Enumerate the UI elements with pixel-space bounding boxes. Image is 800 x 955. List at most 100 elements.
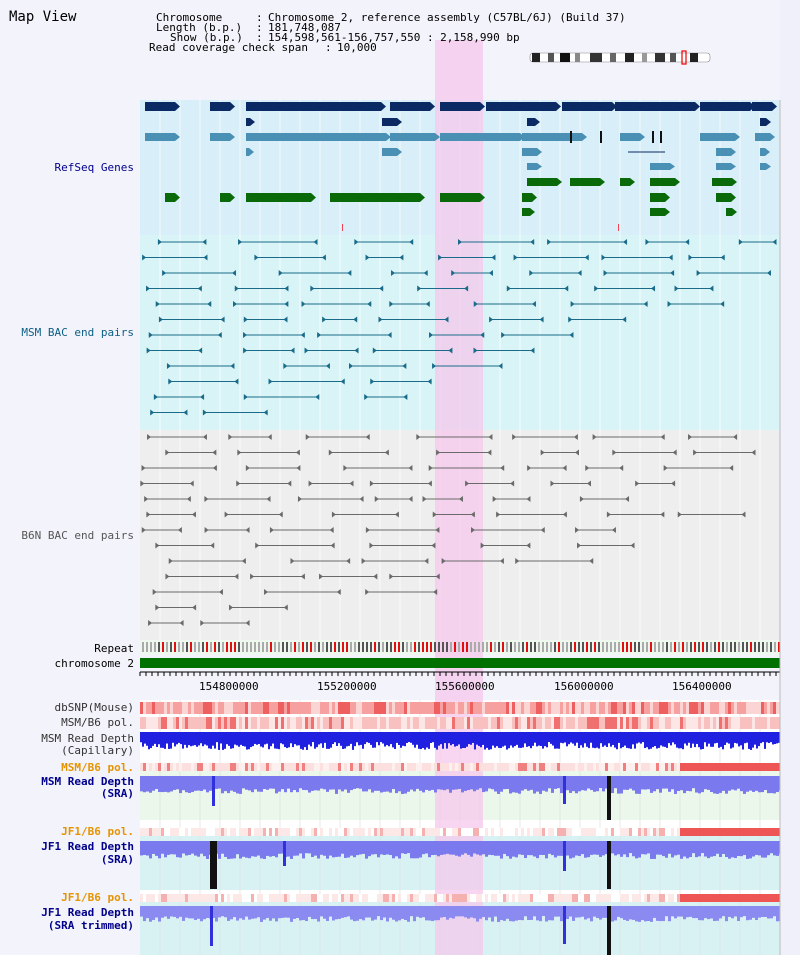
repeat-element: [434, 642, 436, 652]
heat-cell: [560, 894, 563, 902]
heat-cell: [407, 763, 410, 771]
heat-cell: [260, 828, 263, 836]
repeat-element: [566, 642, 568, 652]
depth-bar: [424, 732, 426, 750]
track-label-msm-depth-sra-1[interactable]: MSM Read Depth: [41, 775, 134, 788]
track-label-msm-b6-pol-1[interactable]: MSM/B6 pol.: [61, 716, 134, 729]
depth-bar: [584, 906, 587, 920]
depth-spike: [210, 906, 213, 946]
depth-bar: [184, 732, 186, 745]
depth-bar: [338, 776, 341, 790]
heat-cell: [287, 828, 290, 836]
heat-cell: [233, 828, 236, 836]
repeat-element: [758, 642, 760, 652]
heat-cell: [332, 717, 335, 729]
bac-end-marker: [234, 573, 239, 580]
depth-bar: [140, 732, 142, 743]
heat-cell: [188, 702, 191, 714]
heat-cell: [632, 828, 635, 836]
heat-cell: [347, 717, 350, 729]
heat-cell: [689, 702, 692, 714]
heat-cell: [614, 702, 617, 714]
depth-bar: [263, 841, 266, 859]
bac-end-marker: [217, 332, 222, 338]
depth-bar: [146, 906, 149, 919]
heat-cell: [197, 894, 200, 902]
heat-cell: [140, 828, 143, 836]
track-label-jf1-depth-sra-1[interactable]: JF1 Read Depth: [41, 840, 134, 853]
heat-cell: [608, 717, 611, 729]
track-label-msm-b6-pol-2[interactable]: MSM/B6 pol.: [61, 761, 134, 774]
heat-cell: [254, 763, 257, 771]
heat-cell: [548, 717, 551, 729]
gene-exon-block: [527, 118, 535, 126]
depth-bar: [257, 906, 260, 918]
track-label-repeat[interactable]: Repeat: [94, 642, 134, 655]
bac-end-marker: [300, 573, 305, 580]
heat-cell: [245, 717, 248, 729]
depth-bar: [422, 732, 424, 749]
depth-bar: [686, 732, 688, 746]
depth-bar: [356, 776, 359, 789]
depth-bar: [773, 776, 776, 794]
depth-bar: [498, 732, 500, 748]
depth-bar: [419, 776, 422, 791]
track-label-jf1-b6-pol-2[interactable]: JF1/B6 pol.: [61, 891, 134, 904]
track-label-chromosome[interactable]: chromosome 2: [54, 657, 134, 670]
track-label-b6n-bac[interactable]: B6N BAC end pairs: [21, 529, 134, 542]
track-label-msm-depth-cap-1[interactable]: MSM Read Depth: [41, 732, 134, 745]
depth-bar: [176, 906, 179, 919]
depth-bar: [332, 841, 335, 858]
depth-bar: [656, 732, 658, 749]
heat-cell: [581, 702, 584, 714]
depth-bar: [191, 906, 194, 919]
depth-bar: [146, 776, 149, 792]
gene-strand-arrow: [230, 193, 235, 202]
bac-end-marker: [435, 573, 440, 580]
depth-bar: [328, 732, 330, 749]
heat-cell: [704, 702, 707, 714]
track-label-msm-bac[interactable]: MSM BAC end pairs: [21, 326, 134, 339]
heat-cell: [395, 702, 398, 714]
repeat-element: [450, 642, 452, 652]
heat-cell: [323, 702, 326, 714]
depth-bar: [744, 732, 746, 744]
depth-bar: [227, 776, 230, 794]
heat-cell: [305, 702, 308, 714]
heat-cell: [353, 763, 356, 771]
heat-cell: [509, 828, 512, 836]
track-label-jf1-depth-trim-1[interactable]: JF1 Read Depth: [41, 906, 134, 919]
bac-end-marker: [202, 434, 207, 440]
heat-cell: [200, 894, 203, 902]
depth-bar: [371, 841, 374, 855]
bac-end-marker: [433, 589, 438, 595]
track-label-refseq[interactable]: RefSeq Genes: [54, 161, 134, 174]
heat-cell: [479, 763, 482, 771]
bac-end-marker: [346, 558, 351, 564]
track-label-dbsnp[interactable]: dbSNP(Mouse): [54, 701, 134, 714]
depth-bar: [170, 906, 173, 917]
chromosome-ideogram[interactable]: [529, 51, 711, 65]
pol-hotspot: [680, 763, 780, 771]
heat-cell: [383, 763, 386, 771]
heat-cell: [422, 763, 425, 771]
bac-end-marker: [527, 465, 532, 471]
depth-bar: [202, 732, 204, 747]
bac-end-marker: [457, 239, 462, 245]
track-label-jf1-b6-pol-1[interactable]: JF1/B6 pol.: [61, 825, 134, 838]
heat-cell: [671, 702, 674, 714]
heat-cell: [332, 828, 335, 836]
heat-cell: [629, 763, 632, 771]
heat-cell: [521, 894, 524, 902]
heat-cell: [623, 828, 626, 836]
heat-cell: [230, 828, 233, 836]
repeat-element: [778, 642, 780, 652]
heat-cell: [212, 702, 215, 714]
heat-cell: [614, 763, 617, 771]
depth-bar: [768, 732, 770, 744]
heat-cell: [527, 763, 530, 771]
repeat-element: [698, 642, 700, 652]
bac-end-marker: [243, 316, 248, 323]
depth-bar: [562, 732, 564, 744]
depth-bar: [146, 732, 148, 746]
